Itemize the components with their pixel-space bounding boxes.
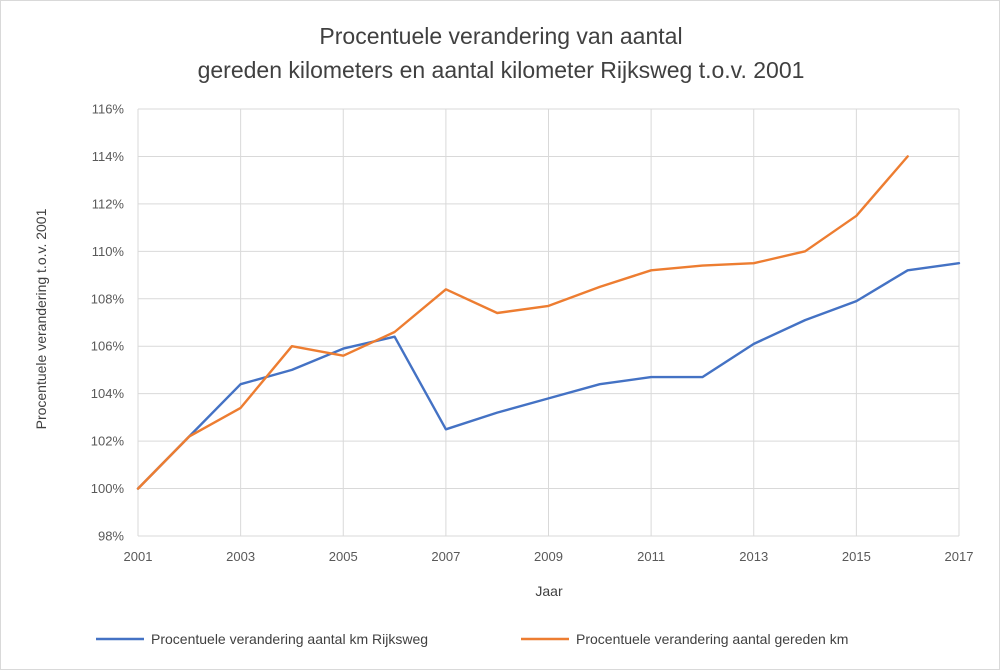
y-tick-label: 98% [98,529,124,544]
x-tick-label: 2013 [739,549,768,564]
y-tick-label: 112% [92,196,125,211]
x-axis-label: Jaar [535,583,563,599]
x-tick-label: 2003 [226,549,255,564]
series-line-1 [136,262,961,490]
x-tick-labels: 2001 2003 2005 2007 2009 2011 2013 2015 2017 [124,549,974,564]
x-tick-label: 2011 [637,549,665,564]
x-tick-label: 2005 [329,549,358,564]
y-tick-label: 116% [92,102,125,117]
series-line-2 [136,155,909,490]
chart-title-line-1: Procentuele verandering van aantal [319,23,683,49]
grid-lines [137,108,960,537]
x-tick-label: 2001 [124,549,153,564]
x-tick-label: 2015 [842,549,871,564]
legend-label-1: Procentuele verandering aantal km Rijksw… [151,631,428,647]
y-tick-label: 102% [91,434,125,449]
y-tick-label: 100% [91,481,125,496]
y-tick-labels: 98% 100% 102% 104% 106% 108% 110% 112% 114% 116% [91,102,125,544]
legend-label-2: Procentuele verandering aantal gereden k… [576,631,848,647]
x-tick-label: 2007 [431,549,460,564]
y-tick-label: 114% [92,149,125,164]
chart-title: Procentuele verandering van aantal gered… [1,19,1000,87]
y-tick-label: 104% [91,386,125,401]
y-tick-label: 106% [91,339,125,354]
chart-title-line-2: gereden kilometers en aantal kilometer R… [197,57,805,83]
y-tick-label: 108% [91,291,125,306]
x-tick-label: 2009 [534,549,563,564]
legend: Procentuele verandering aantal km Rijksw… [96,631,848,647]
y-tick-label: 110% [92,244,125,259]
y-axis-label: Procentuele verandering t.o.v. 2001 [33,208,49,429]
x-tick-label: 2017 [945,549,974,564]
series-lines [136,155,961,490]
